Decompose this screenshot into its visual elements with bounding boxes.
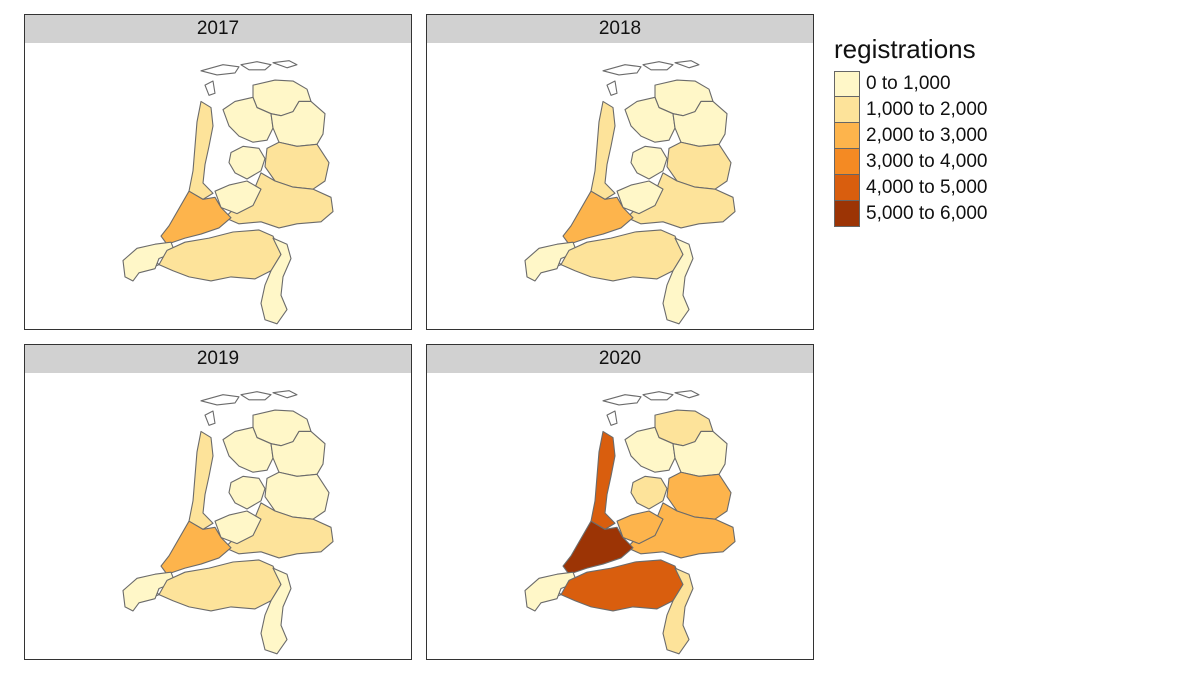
province-limburg bbox=[662, 237, 694, 325]
province-limburg bbox=[662, 567, 694, 655]
island-outline bbox=[204, 80, 216, 96]
province-utrecht bbox=[616, 180, 664, 215]
map-legend: registrations 0 to 1,000 1,000 to 2,000 … bbox=[834, 34, 988, 227]
legend-label: 5,000 to 6,000 bbox=[866, 203, 988, 224]
island-outline bbox=[674, 390, 700, 399]
province-flevoland bbox=[630, 145, 668, 180]
province-zeeland bbox=[524, 571, 578, 612]
province-zeeland bbox=[524, 241, 578, 282]
island-outline bbox=[240, 391, 272, 401]
facet-year-label: 2020 bbox=[598, 348, 642, 369]
facet-year-label: 2017 bbox=[196, 18, 240, 39]
province-utrecht bbox=[214, 180, 262, 215]
legend-label: 2,000 to 3,000 bbox=[866, 125, 988, 146]
province-overijssel bbox=[666, 141, 732, 190]
legend-swatch bbox=[834, 71, 860, 97]
facet-year-label: 2019 bbox=[196, 348, 240, 369]
legend-title: registrations bbox=[834, 34, 976, 64]
province-zuid-holland bbox=[160, 520, 232, 575]
facet-panel-2019: 2019 bbox=[24, 344, 412, 660]
legend-item: 4,000 to 5,000 bbox=[834, 175, 988, 201]
facet-panel-2017: 2017 bbox=[24, 14, 412, 330]
province-flevoland bbox=[630, 475, 668, 510]
netherlands-map bbox=[524, 60, 736, 325]
province-overijssel bbox=[264, 141, 330, 190]
legend-swatch bbox=[834, 123, 860, 149]
province-zuid-holland bbox=[562, 520, 634, 575]
island-outline bbox=[602, 394, 642, 406]
legend-swatch bbox=[834, 149, 860, 175]
island-outline bbox=[642, 391, 674, 401]
province-drenthe bbox=[270, 430, 326, 477]
map-frame bbox=[426, 373, 814, 660]
island-outline bbox=[642, 61, 674, 71]
legend-label: 0 to 1,000 bbox=[866, 73, 951, 94]
province-flevoland bbox=[228, 475, 266, 510]
island-outline bbox=[200, 64, 240, 76]
province-zuid-holland bbox=[562, 190, 634, 245]
province-noord-holland bbox=[188, 430, 214, 530]
province-zuid-holland bbox=[160, 190, 232, 245]
province-noord-holland bbox=[590, 430, 616, 530]
netherlands-map bbox=[524, 390, 736, 655]
province-utrecht bbox=[616, 510, 664, 545]
island-outline bbox=[606, 80, 618, 96]
netherlands-map bbox=[122, 60, 334, 325]
island-outline bbox=[240, 61, 272, 71]
legend-item: 2,000 to 3,000 bbox=[834, 123, 988, 149]
netherlands-map bbox=[122, 390, 334, 655]
legend-swatch bbox=[834, 201, 860, 227]
map-frame bbox=[24, 43, 412, 330]
province-overijssel bbox=[666, 471, 732, 520]
province-noord-holland bbox=[590, 100, 616, 200]
map-frame bbox=[24, 373, 412, 660]
province-limburg bbox=[260, 567, 292, 655]
legend-item: 5,000 to 6,000 bbox=[834, 201, 988, 227]
facet-strip: 2020 bbox=[426, 344, 814, 374]
island-outline bbox=[200, 394, 240, 406]
province-zeeland bbox=[122, 571, 176, 612]
legend-label: 3,000 to 4,000 bbox=[866, 151, 988, 172]
facet-strip: 2017 bbox=[24, 14, 412, 44]
province-drenthe bbox=[672, 100, 728, 147]
province-overijssel bbox=[264, 471, 330, 520]
map-frame bbox=[426, 43, 814, 330]
legend-item: 1,000 to 2,000 bbox=[834, 97, 988, 123]
facet-panel-2020: 2020 bbox=[426, 344, 814, 660]
island-outline bbox=[272, 60, 298, 69]
legend-label: 1,000 to 2,000 bbox=[866, 99, 988, 120]
legend-swatch bbox=[834, 175, 860, 201]
island-outline bbox=[272, 390, 298, 399]
facet-strip: 2019 bbox=[24, 344, 412, 374]
province-utrecht bbox=[214, 510, 262, 545]
legend-label: 4,000 to 5,000 bbox=[866, 177, 988, 198]
province-limburg bbox=[260, 237, 292, 325]
province-drenthe bbox=[270, 100, 326, 147]
island-outline bbox=[204, 410, 216, 426]
province-noord-holland bbox=[188, 100, 214, 200]
island-outline bbox=[606, 410, 618, 426]
facet-panel-2018: 2018 bbox=[426, 14, 814, 330]
facet-year-label: 2018 bbox=[598, 18, 642, 39]
island-outline bbox=[602, 64, 642, 76]
legend-item: 0 to 1,000 bbox=[834, 71, 988, 97]
legend-item: 3,000 to 4,000 bbox=[834, 149, 988, 175]
province-zeeland bbox=[122, 241, 176, 282]
province-drenthe bbox=[672, 430, 728, 477]
facet-strip: 2018 bbox=[426, 14, 814, 44]
legend-swatch bbox=[834, 97, 860, 123]
province-flevoland bbox=[228, 145, 266, 180]
island-outline bbox=[674, 60, 700, 69]
